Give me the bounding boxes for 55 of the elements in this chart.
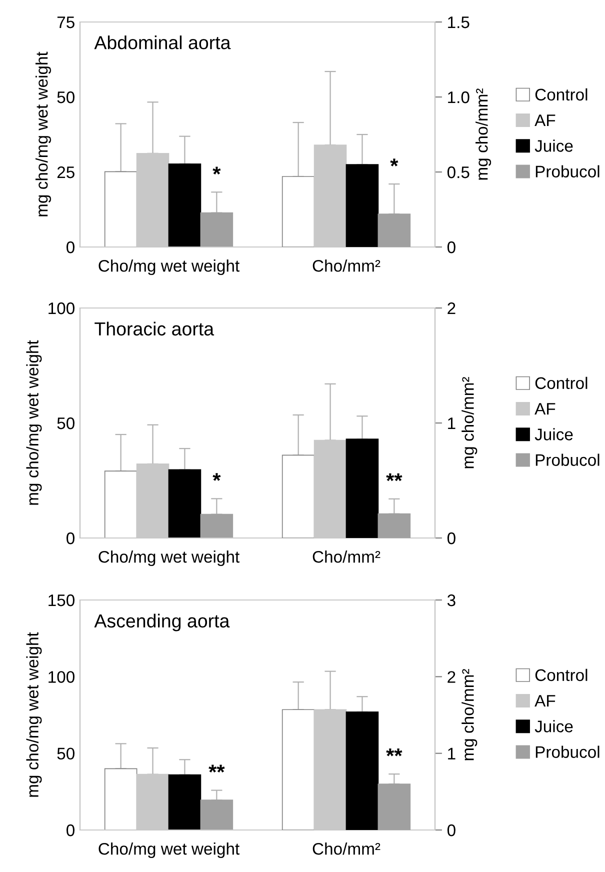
y2-tick-label: 2 [448,671,456,683]
legend-label: Juice [534,720,573,732]
y-axis-title: mg cho/mg wet weight [26,340,42,505]
y2-axis-title: mg cho/mm² [476,88,492,180]
y2-tick-label: 2 [448,302,456,314]
y-tick-label: 100 [48,302,74,314]
y-tick-label: 75 [57,16,74,28]
y-tick-label: 0 [66,241,74,254]
y2-tick-label: 1 [448,748,456,760]
y2-axis-title: mg cho/mm² [462,377,478,468]
legend-label: Control [535,376,588,390]
x-tick-label: Cho/mg wet weight [98,550,240,566]
y2-tick-label: 1.0 [448,91,470,104]
y-axis-title: mg cho/mg wet weight [36,52,52,216]
legend-label: Control [535,668,588,682]
text: Thoracic aorta [94,322,214,336]
annotation: ** [386,748,402,756]
y2-axis-title: mg cho/mm² [462,669,478,760]
y2-tick-label: 1 [448,418,456,430]
legend-label: Juice [534,428,573,440]
x-tick-label: Cho/mm² [312,550,380,563]
annotation: ** [208,764,225,772]
y-tick-label: 25 [57,166,74,178]
y-tick-label: 0 [66,824,74,836]
text: Abdominal aorta [94,36,231,50]
y-axis-title: mg cho/mg wet weight [26,632,42,797]
legend-label: AF [534,695,556,707]
y2-tick-label: 0 [447,241,456,254]
legend-label: Juice [534,140,573,152]
x-tick-label: Cho/mm² [312,842,380,855]
y2-tick-label: 1.5 [448,16,470,28]
x-tick-label: Cho/mg wet weight [98,842,240,858]
legend-label: Probucol [536,454,600,466]
x-tick-label: Cho/mg wet weight [98,260,240,276]
y-tick-label: 0 [66,532,74,544]
annotation: * [390,158,398,166]
y-tick-label: 150 [48,594,74,606]
legend-label: Control [535,88,588,101]
annotation: * [212,473,221,481]
y2-tick-label: 0 [447,824,456,836]
legend-label: Probucol [536,746,600,758]
legend-label: AF [534,403,556,415]
legend-label: AF [534,114,556,126]
y-tick-label: 50 [57,91,74,104]
legend-label: Probucol [536,165,600,178]
y-tick-label: 50 [57,748,74,760]
text: Ascending aorta [94,614,230,632]
x-tick-label: Cho/mm² [312,260,380,272]
y-tick-label: 100 [48,671,74,683]
annotation: * [212,166,221,174]
y2-tick-label: 0 [447,532,456,544]
y-tick-label: 50 [57,417,74,430]
y2-tick-label: 0.5 [447,166,470,178]
annotation: ** [386,473,402,482]
y2-tick-label: 3 [447,594,456,606]
